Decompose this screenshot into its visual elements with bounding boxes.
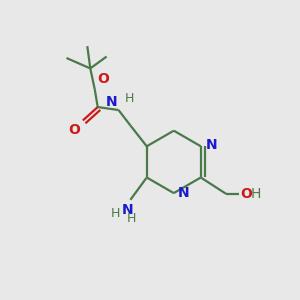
Text: N: N [178,186,190,200]
Text: N: N [105,94,117,109]
Text: H: H [125,92,134,105]
Text: O: O [240,187,252,201]
Text: N: N [205,138,217,152]
Text: O: O [98,72,109,86]
Text: N: N [122,203,133,217]
Text: H: H [251,187,261,201]
Text: H: H [111,207,120,220]
Text: O: O [69,123,80,137]
Text: H: H [127,212,136,225]
